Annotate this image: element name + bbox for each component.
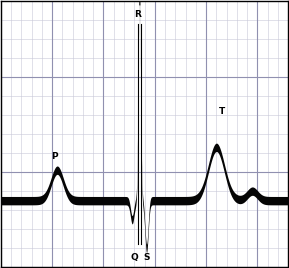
Text: R: R bbox=[134, 10, 141, 18]
Text: P: P bbox=[51, 152, 58, 161]
Text: S: S bbox=[143, 253, 150, 262]
Text: T: T bbox=[218, 107, 225, 116]
Text: Q: Q bbox=[130, 253, 138, 262]
